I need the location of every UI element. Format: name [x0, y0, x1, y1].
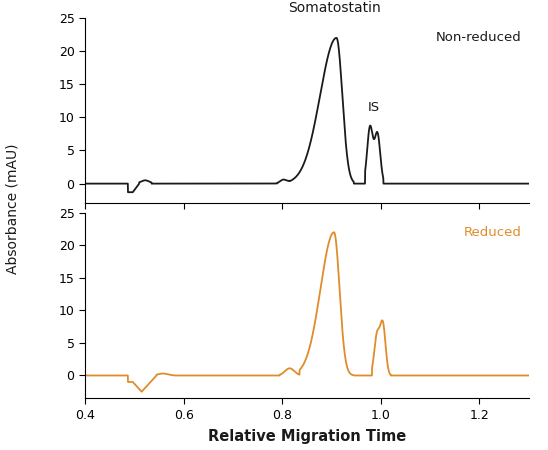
X-axis label: Relative Migration Time: Relative Migration Time	[208, 428, 406, 444]
Text: IS: IS	[368, 101, 380, 114]
Text: Non-reduced: Non-reduced	[436, 32, 521, 45]
Text: Reduced: Reduced	[464, 226, 521, 239]
Text: Absorbance (mAU): Absorbance (mAU)	[5, 144, 19, 274]
Text: Somatostatin: Somatostatin	[288, 1, 380, 15]
